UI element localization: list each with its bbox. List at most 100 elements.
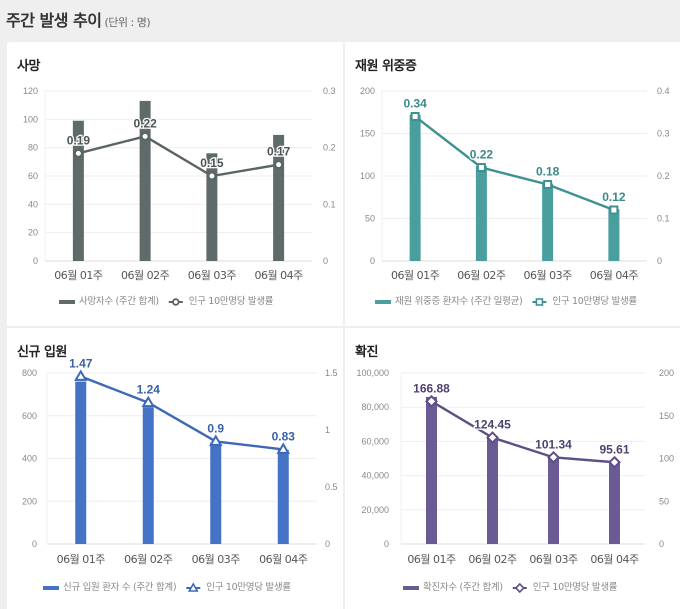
- legend-bar-label: 사망자수 (주간 합계): [79, 295, 159, 307]
- legend-marker-icon: [535, 298, 544, 306]
- y-left-tick-label: 0: [370, 256, 375, 266]
- data-label: 0.12: [602, 190, 626, 204]
- data-label: 1.24: [137, 383, 161, 397]
- chart-title: 확진: [355, 345, 378, 360]
- line-marker: [609, 205, 619, 215]
- legend-bar-label: 확진자수 (주간 합계): [423, 581, 503, 593]
- y-right-tick-label: 0.2: [657, 171, 670, 181]
- line-marker: [140, 131, 150, 142]
- chart-svg: 0 20 40 60 80 100 120 0 0.1 0.2 0.3 0.19 0.22 0.15 0.1…: [23, 86, 336, 307]
- y-left-tick-label: 100: [360, 171, 375, 181]
- data-label: 0.9: [207, 421, 224, 435]
- legend: 신규 입원 환자 수 (주간 합계) 인구 10만명당 발생률: [43, 581, 292, 593]
- y-left-tick-label: 50: [365, 214, 375, 224]
- bar: [609, 461, 620, 544]
- y-right-tick-label: 0.1: [323, 199, 336, 209]
- line-marker: [273, 159, 284, 170]
- data-label: 0.22: [470, 148, 494, 162]
- bar: [210, 442, 222, 544]
- page-unit: (단위 : 명): [104, 16, 151, 29]
- bar: [277, 449, 289, 544]
- legend: 재원 위중증 환자수 (주간 일평균) 인구 10만명당 발생률: [375, 295, 638, 307]
- bar: [72, 120, 84, 261]
- y-left-tick-label: 100,000: [356, 368, 389, 378]
- data-label: 166.88: [413, 381, 450, 395]
- y-left-tick-label: 400: [22, 454, 37, 464]
- legend-line-label: 인구 10만명당 발생률: [189, 296, 274, 307]
- page-title: 주간 발생 추이 (단위 : 명): [6, 7, 151, 31]
- x-tick-label: 06월 03주: [192, 553, 241, 566]
- data-label: 1.47: [69, 356, 93, 370]
- chart-panel-death: 사망 0 20 40 60 80 100 120 0 0.1 0.2 0.3 0.19 0.22 0.15…: [7, 42, 343, 326]
- bar: [273, 134, 285, 261]
- legend-marker-icon: [187, 582, 199, 592]
- line-marker: [276, 442, 290, 454]
- line-marker: [547, 450, 560, 464]
- data-label: 0.18: [536, 165, 560, 179]
- line-marker: [141, 395, 155, 408]
- y-right-tick-label: 0: [325, 539, 330, 549]
- y-left-tick-label: 40,000: [361, 471, 389, 481]
- bar: [475, 165, 487, 261]
- chart-panel-icu: 재원 위중증 0 50 100 150 200 0 0.1 0.2 0.3 0.4 0.34 0.22…: [345, 42, 680, 326]
- y-right-tick-label: 0.5: [325, 482, 338, 492]
- line-marker: [410, 112, 420, 121]
- legend-diamond-icon: [514, 582, 525, 594]
- chart-panel-confirmed: 확진 0 20,000 40,000 60,000 80,000 100,000 0 50 10…: [345, 328, 680, 609]
- y-right-tick-label: 0.3: [657, 129, 670, 139]
- y-left-tick-label: 20: [28, 228, 38, 238]
- x-tick-label: 06월 02주: [468, 553, 517, 566]
- y-right-tick-label: 0: [659, 539, 664, 549]
- line-marker: [74, 369, 88, 381]
- x-tick-label: 06월 03주: [188, 269, 237, 282]
- legend-line-label: 인구 10만명당 발생률: [552, 296, 637, 307]
- y-right-tick-label: 0.1: [657, 214, 670, 224]
- bar: [548, 456, 559, 544]
- legend-line-label: 인구 10만명당 발생률: [533, 582, 618, 593]
- legend-bar-swatch: [43, 586, 59, 590]
- y-left-tick-label: 600: [22, 411, 37, 421]
- y-left-tick-label: 20,000: [361, 505, 389, 515]
- x-tick-label: 06월 01주: [407, 553, 456, 566]
- y-left-tick-label: 200: [360, 86, 375, 96]
- y-left-tick-label: 0: [33, 256, 38, 266]
- legend-bar-label: 재원 위중증 환자수 (주간 일평균): [395, 295, 522, 307]
- line-marker: [543, 180, 553, 189]
- y-left-tick-label: 150: [360, 129, 375, 139]
- y-left-tick-label: 80,000: [361, 402, 389, 412]
- data-label: 95.61: [599, 442, 629, 456]
- legend: 확진자수 (주간 합계) 인구 10만명당 발생률: [403, 581, 618, 594]
- chart-svg: 0 200 400 600 800 0 0.5 1 1.5 1.47 1.24 0.9 0.83 06월 …: [22, 355, 338, 593]
- legend-line-label: 인구 10만명당 발생률: [206, 582, 291, 593]
- data-label: 0.15: [200, 156, 224, 170]
- bar: [426, 396, 437, 544]
- line-marker: [73, 148, 84, 159]
- x-tick-label: 06월 02주: [457, 269, 506, 282]
- legend-bar-swatch: [375, 300, 391, 304]
- bar: [487, 436, 498, 544]
- x-tick-label: 06월 04주: [259, 553, 308, 566]
- y-right-tick-label: 1: [325, 425, 330, 435]
- line-marker: [425, 394, 438, 408]
- x-tick-label: 06월 04주: [255, 269, 304, 282]
- x-tick-label: 06월 04주: [590, 269, 639, 282]
- chart-panel-admission: 신규 입원 0 200 400 600 800 0 0.5 1 1.5 1.47 1.24 0.9 0.…: [7, 328, 343, 609]
- data-label: 0.22: [133, 116, 157, 130]
- data-label: 0.17: [267, 145, 291, 159]
- x-tick-label: 06월 01주: [54, 269, 103, 282]
- y-left-tick-label: 60,000: [361, 436, 389, 446]
- y-right-tick-label: 200: [659, 368, 674, 378]
- legend-square-icon: [535, 298, 544, 306]
- x-tick-label: 06월 01주: [57, 553, 106, 566]
- chart-title: 신규 입원: [17, 345, 67, 360]
- bar: [139, 100, 151, 261]
- y-left-tick-label: 80: [28, 143, 38, 153]
- y-right-tick-label: 0.4: [657, 86, 670, 96]
- data-label: 124.45: [474, 418, 511, 432]
- y-right-tick-label: 0: [657, 256, 662, 266]
- page-title-text: 주간 발생 추이: [6, 11, 102, 30]
- x-tick-label: 06월 03주: [524, 269, 573, 282]
- bar: [409, 114, 421, 261]
- x-tick-label: 06월 01주: [391, 269, 440, 282]
- chart-title: 사망: [17, 59, 40, 74]
